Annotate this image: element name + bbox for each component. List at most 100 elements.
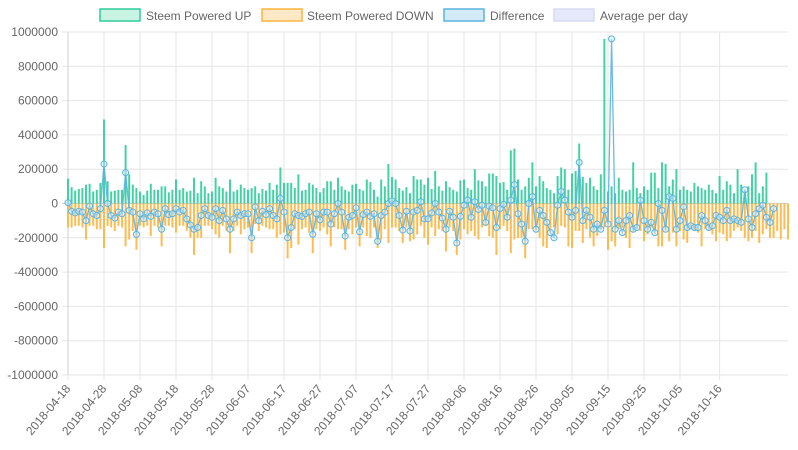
bar-powered-down xyxy=(131,203,134,231)
point-difference xyxy=(424,215,432,223)
bar-powered-up xyxy=(272,189,275,204)
bar-powered-up xyxy=(423,184,426,204)
bar-powered-up xyxy=(232,191,235,204)
bar-powered-up xyxy=(725,181,728,204)
legend-item-difference[interactable]: Difference xyxy=(443,8,545,23)
point-difference xyxy=(608,35,616,43)
point-difference xyxy=(482,218,490,226)
bar-powered-up xyxy=(527,177,530,204)
point-difference xyxy=(312,210,320,218)
bar-powered-down xyxy=(556,203,559,235)
point-difference xyxy=(741,186,749,194)
bar-powered-up xyxy=(358,188,361,204)
bar-powered-down xyxy=(758,203,761,243)
bar-powered-up xyxy=(484,186,487,204)
point-difference xyxy=(500,200,508,208)
point-difference xyxy=(748,224,756,232)
point-difference xyxy=(226,225,234,233)
bar-powered-down xyxy=(344,203,347,250)
bar-powered-down xyxy=(369,203,372,238)
point-difference xyxy=(644,225,652,233)
bar-powered-up xyxy=(437,186,440,204)
bar-powered-down xyxy=(200,203,203,238)
legend-item-average-per-day[interactable]: Average per day xyxy=(553,8,688,23)
bar-powered-up xyxy=(380,179,383,204)
bar-powered-down xyxy=(297,203,300,245)
bar-powered-down xyxy=(610,203,613,242)
bar-powered-up xyxy=(729,184,732,204)
bar-powered-down xyxy=(549,203,552,233)
point-difference xyxy=(770,205,778,213)
point-difference xyxy=(460,201,468,209)
bar-powered-down xyxy=(592,203,595,247)
point-difference xyxy=(348,212,356,220)
bar-powered-up xyxy=(142,194,145,204)
point-difference xyxy=(287,224,295,232)
bar-powered-up xyxy=(297,174,300,204)
bar-powered-down xyxy=(70,203,73,228)
bar-powered-up xyxy=(718,176,721,204)
bar-powered-up xyxy=(383,186,386,204)
point-difference xyxy=(330,210,338,218)
bar-powered-up xyxy=(549,189,552,204)
bar-powered-down xyxy=(689,203,692,230)
bar-powered-down xyxy=(203,203,206,226)
bar-powered-up xyxy=(175,179,177,204)
bar-powered-up xyxy=(621,189,624,204)
point-difference xyxy=(154,210,162,218)
point-difference xyxy=(215,217,223,225)
point-difference xyxy=(431,200,439,207)
legend-swatch-difference xyxy=(443,8,485,22)
bar-powered-up xyxy=(635,188,638,204)
point-difference xyxy=(197,212,205,220)
bar-powered-up xyxy=(671,179,674,204)
bar-powered-up xyxy=(491,173,494,204)
point-difference xyxy=(334,200,342,207)
bar-powered-up xyxy=(761,186,764,204)
bar-powered-down xyxy=(632,203,635,233)
legend-item-powered-up[interactable]: Steem Powered UP xyxy=(99,8,251,23)
bar-powered-up xyxy=(441,190,444,204)
bar-powered-up xyxy=(146,190,149,204)
bar-powered-up xyxy=(135,188,138,204)
point-difference xyxy=(658,206,666,214)
bar-powered-down xyxy=(776,203,779,231)
point-difference xyxy=(208,213,216,221)
point-difference xyxy=(244,210,252,218)
bar-powered-up xyxy=(355,183,357,204)
bar-powered-down xyxy=(650,203,653,228)
point-difference xyxy=(518,220,526,228)
legend-label-powered-down: Steem Powered DOWN xyxy=(307,9,434,23)
bar-powered-down xyxy=(358,203,361,247)
bar-powered-up xyxy=(538,176,541,204)
y-tick-label: 0 xyxy=(51,197,58,211)
point-difference xyxy=(456,212,464,220)
bar-powered-up xyxy=(67,178,69,204)
point-difference xyxy=(464,196,472,204)
point-difference xyxy=(676,217,684,225)
bar-powered-up xyxy=(189,190,192,204)
point-difference xyxy=(694,224,702,232)
point-difference xyxy=(586,213,594,221)
bar-powered-down xyxy=(484,203,487,226)
bar-powered-up xyxy=(650,172,653,204)
point-difference xyxy=(672,225,680,233)
point-difference xyxy=(492,224,500,232)
bar-powered-down xyxy=(772,203,775,238)
bar-powered-up xyxy=(481,181,483,204)
legend-item-powered-down[interactable]: Steem Powered DOWN xyxy=(261,8,434,23)
bar-powered-up xyxy=(409,193,411,204)
bar-powered-down xyxy=(707,203,710,231)
bar-powered-down xyxy=(599,203,602,230)
bar-powered-up xyxy=(599,174,602,204)
point-difference xyxy=(338,208,346,216)
point-difference xyxy=(532,225,540,233)
bar-powered-down xyxy=(412,203,415,240)
bar-powered-down xyxy=(99,203,102,230)
bar-powered-down xyxy=(715,203,717,242)
point-difference xyxy=(104,200,112,207)
bar-powered-up xyxy=(509,150,512,204)
bar-powered-up xyxy=(387,164,390,204)
bar-powered-down xyxy=(409,203,411,242)
bar-powered-up xyxy=(563,169,566,204)
